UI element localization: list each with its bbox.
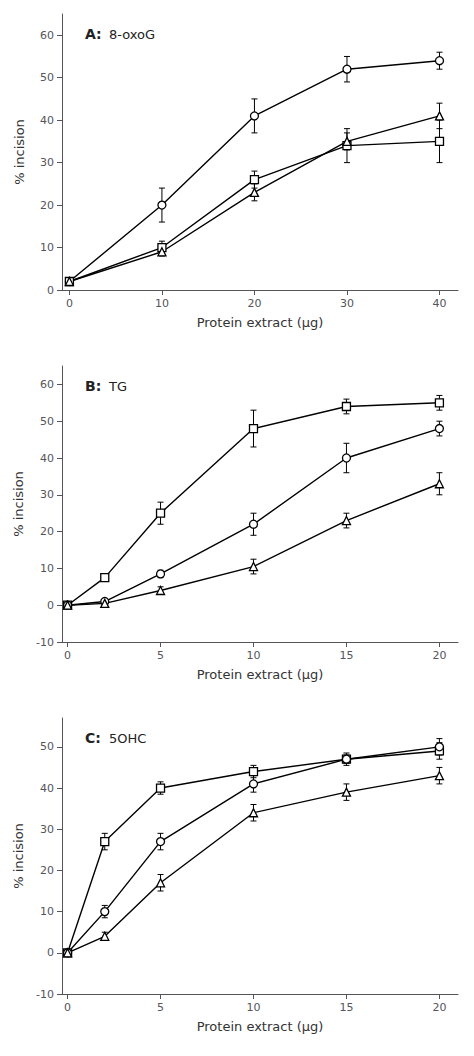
- svg-text:20: 20: [247, 297, 261, 310]
- svg-text:0: 0: [64, 649, 71, 662]
- svg-text:50: 50: [40, 71, 54, 84]
- svg-text:20: 20: [432, 1001, 446, 1014]
- svg-text:0: 0: [47, 284, 54, 297]
- svg-text:0: 0: [64, 1001, 71, 1014]
- svg-text:C:: C:: [85, 730, 101, 746]
- svg-text:20: 20: [432, 649, 446, 662]
- svg-text:TG: TG: [108, 379, 127, 394]
- svg-text:30: 30: [40, 488, 54, 501]
- svg-text:5OHC: 5OHC: [109, 731, 146, 746]
- svg-text:30: 30: [40, 823, 54, 836]
- svg-text:10: 10: [40, 905, 54, 918]
- svg-text:-10: -10: [36, 636, 54, 649]
- svg-text:30: 30: [40, 156, 54, 169]
- svg-text:10: 10: [246, 649, 260, 662]
- svg-text:Protein extract (μg): Protein extract (μg): [197, 667, 324, 682]
- svg-text:8-oxoG: 8-oxoG: [109, 27, 155, 42]
- svg-text:5: 5: [157, 649, 164, 662]
- svg-text:30: 30: [340, 297, 354, 310]
- svg-text:40: 40: [432, 297, 446, 310]
- svg-text:10: 10: [246, 1001, 260, 1014]
- svg-text:50: 50: [40, 740, 54, 753]
- svg-text:10: 10: [40, 241, 54, 254]
- svg-text:50: 50: [40, 415, 54, 428]
- svg-text:% incision: % incision: [11, 823, 26, 889]
- svg-text:10: 10: [155, 297, 169, 310]
- svg-text:60: 60: [40, 29, 54, 42]
- svg-text:15: 15: [339, 649, 353, 662]
- svg-text:-10: -10: [36, 988, 54, 1001]
- svg-text:20: 20: [40, 864, 54, 877]
- svg-text:0: 0: [47, 599, 54, 612]
- svg-text:40: 40: [40, 452, 54, 465]
- svg-text:0: 0: [47, 946, 54, 959]
- svg-text:20: 20: [40, 525, 54, 538]
- svg-text:% incision: % incision: [11, 471, 26, 537]
- svg-text:% incision: % incision: [12, 119, 27, 185]
- svg-text:15: 15: [339, 1001, 353, 1014]
- svg-text:B:: B:: [85, 378, 101, 394]
- svg-text:20: 20: [40, 199, 54, 212]
- svg-text:0: 0: [66, 297, 73, 310]
- svg-text:Protein extract (μg): Protein extract (μg): [197, 315, 324, 330]
- svg-text:10: 10: [40, 562, 54, 575]
- svg-text:60: 60: [40, 378, 54, 391]
- svg-text:Protein extract (μg): Protein extract (μg): [197, 1019, 324, 1034]
- svg-text:40: 40: [40, 114, 54, 127]
- svg-text:A:: A:: [85, 26, 102, 42]
- svg-text:5: 5: [157, 1001, 164, 1014]
- svg-text:40: 40: [40, 782, 54, 795]
